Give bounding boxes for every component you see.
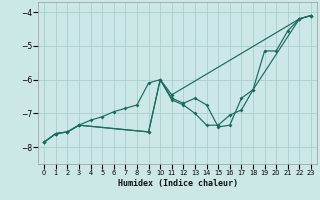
- X-axis label: Humidex (Indice chaleur): Humidex (Indice chaleur): [118, 179, 238, 188]
